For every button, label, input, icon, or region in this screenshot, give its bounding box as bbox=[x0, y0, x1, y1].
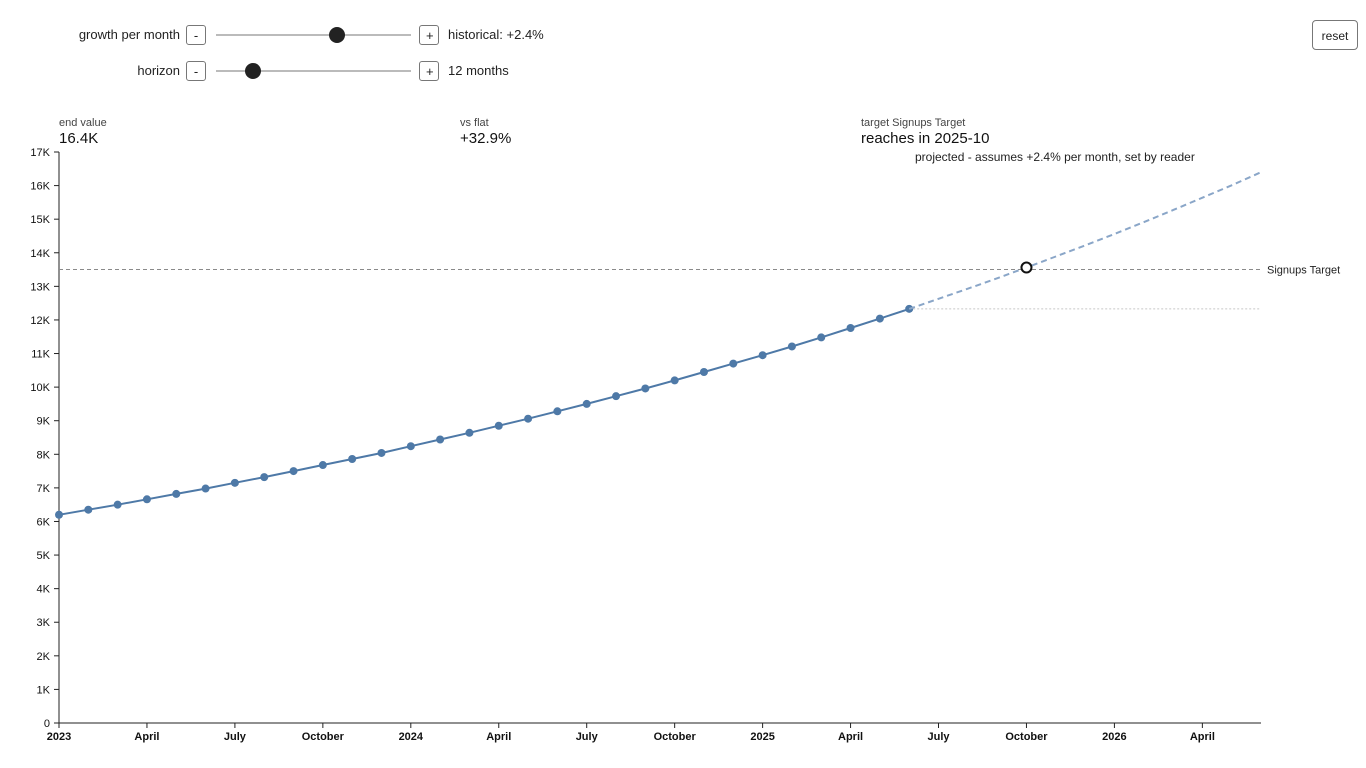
x-tick-label: October bbox=[654, 731, 697, 743]
historical-point bbox=[787, 342, 796, 351]
x-tick-label: October bbox=[302, 731, 345, 743]
y-tick-label: 3K bbox=[37, 617, 51, 629]
y-tick-label: 17K bbox=[30, 147, 50, 159]
historical-point bbox=[318, 461, 327, 470]
historical-point bbox=[230, 478, 239, 487]
growth-control: growth per month - + historical: +2.4% bbox=[0, 23, 600, 47]
x-tick-label: July bbox=[576, 731, 599, 743]
y-tick-label: 11K bbox=[31, 349, 50, 361]
y-tick-label: 8K bbox=[37, 449, 51, 461]
target-line-label: Signups Target bbox=[1267, 265, 1340, 277]
historical-point bbox=[84, 505, 93, 514]
horizon-increase-button[interactable]: + bbox=[419, 61, 439, 81]
axes: 0 1K 2K 3K 4K 5K 6K 7K 8K 9K 10K 11K 12K 13K 14K 15K 16K… bbox=[30, 147, 1261, 743]
x-tick-label: July bbox=[928, 731, 951, 743]
historical-point bbox=[436, 435, 445, 444]
x-tick-label: 2024 bbox=[399, 731, 424, 743]
x-tick-label: 2025 bbox=[750, 731, 774, 743]
historical-point bbox=[260, 473, 269, 482]
historical-point bbox=[406, 442, 415, 451]
historical-point bbox=[817, 333, 826, 342]
growth-historical-note: historical: +2.4% bbox=[448, 27, 544, 42]
y-tick-label: 12K bbox=[30, 315, 50, 327]
stat-end-value-value: 16.4K bbox=[59, 130, 99, 147]
y-tick-label: 15K bbox=[30, 214, 50, 226]
reset-button[interactable]: reset bbox=[1312, 20, 1358, 50]
reference-lines: Signups Target bbox=[59, 265, 1340, 310]
stat-target-value: reaches in 2025-10 bbox=[861, 130, 990, 147]
historical-point bbox=[553, 407, 562, 416]
historical-point bbox=[699, 368, 708, 377]
x-tick-label: 2026 bbox=[1102, 731, 1126, 743]
horizon-months-note: 12 months bbox=[448, 63, 509, 78]
projection-annotation: projected - assumes +2.4% per month, set… bbox=[915, 150, 1195, 164]
x-tick-label: April bbox=[486, 731, 511, 743]
historical-point bbox=[55, 510, 63, 519]
historical-point bbox=[348, 454, 357, 463]
historical-line bbox=[58, 307, 910, 516]
x-tick-label: July bbox=[224, 731, 247, 743]
historical-point bbox=[113, 500, 122, 509]
growth-decrease-button[interactable]: - bbox=[186, 25, 206, 45]
y-tick-label: 2K bbox=[37, 651, 51, 663]
x-tick-label: October bbox=[1005, 731, 1048, 743]
target-reached-marker bbox=[1020, 261, 1033, 274]
stat-vs-flat-label: vs flat bbox=[460, 117, 489, 129]
historical-point bbox=[524, 414, 533, 423]
historical-point bbox=[289, 467, 298, 476]
growth-slider-thumb[interactable] bbox=[328, 27, 345, 43]
y-tick-label: 10K bbox=[30, 382, 50, 394]
x-tick-label: 2023 bbox=[47, 731, 71, 743]
stat-end-value-label: end value bbox=[59, 117, 107, 129]
y-tick-label: 16K bbox=[30, 181, 50, 193]
growth-slider[interactable] bbox=[216, 23, 411, 47]
x-tick-label: April bbox=[1190, 731, 1215, 743]
historical-point bbox=[875, 314, 884, 323]
y-tick-label: 9K bbox=[37, 416, 51, 428]
y-tick-label: 7K bbox=[37, 483, 51, 495]
y-tick-label: 13K bbox=[30, 281, 50, 293]
growth-increase-button[interactable]: + bbox=[419, 25, 439, 45]
growth-label: growth per month bbox=[78, 27, 180, 42]
stat-target: target Signups Target reaches in 2025-10 bbox=[861, 117, 989, 147]
y-tick-label: 0 bbox=[44, 718, 50, 730]
stat-vs-flat: vs flat +32.9% bbox=[460, 117, 511, 147]
horizon-decrease-button[interactable]: - bbox=[186, 61, 206, 81]
y-tick-label: 14K bbox=[30, 248, 50, 260]
y-tick-label: 5K bbox=[37, 550, 51, 562]
horizon-label: horizon bbox=[137, 63, 180, 78]
growth-slider-track bbox=[216, 34, 411, 36]
series bbox=[55, 171, 1262, 519]
y-tick-label: 1K bbox=[37, 684, 51, 696]
horizon-slider-thumb[interactable] bbox=[245, 63, 262, 79]
historical-point bbox=[641, 384, 650, 393]
stat-vs-flat-value: +32.9% bbox=[460, 130, 512, 147]
historical-point bbox=[846, 324, 855, 333]
stat-end-value: end value 16.4K bbox=[59, 117, 107, 147]
x-tick-label: April bbox=[134, 731, 159, 743]
y-tick-label: 4K bbox=[37, 584, 51, 596]
projected-line bbox=[908, 171, 1262, 310]
historical-point bbox=[142, 495, 151, 504]
historical-point bbox=[582, 399, 591, 408]
historical-point bbox=[494, 421, 503, 430]
horizon-control: horizon - + 12 months bbox=[0, 59, 600, 83]
x-tick-label: April bbox=[838, 731, 863, 743]
historical-point bbox=[377, 448, 386, 457]
historical-point bbox=[670, 376, 679, 385]
historical-point bbox=[172, 489, 181, 498]
historical-point bbox=[201, 484, 210, 493]
historical-point bbox=[758, 351, 767, 360]
historical-point bbox=[729, 359, 738, 368]
horizon-slider[interactable] bbox=[216, 59, 411, 83]
stat-target-label: target Signups Target bbox=[861, 117, 966, 129]
horizon-slider-track bbox=[216, 70, 411, 72]
historical-point bbox=[612, 392, 621, 401]
historical-point bbox=[465, 428, 474, 437]
y-tick-label: 6K bbox=[37, 516, 51, 528]
